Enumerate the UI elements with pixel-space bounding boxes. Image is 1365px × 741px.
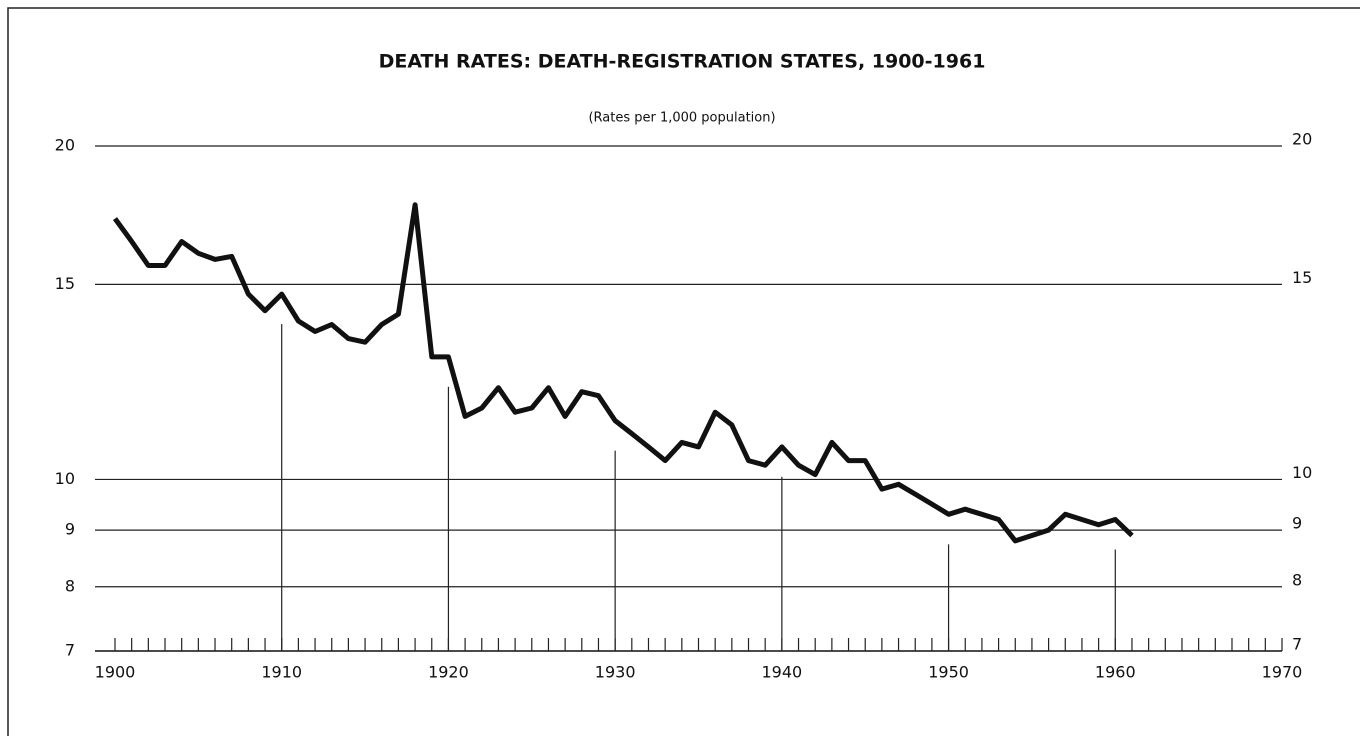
x-tick-label: 1960 [1095, 663, 1136, 682]
y-tick-label-right: 15 [1292, 268, 1312, 287]
y-tick-label-right: 20 [1292, 130, 1312, 149]
y-tick-label: 8 [65, 576, 75, 595]
x-tick-label: 1940 [761, 663, 802, 682]
y-tick-label: 20 [55, 136, 75, 155]
x-tick-label: 1950 [928, 663, 969, 682]
x-tick-label: 1900 [95, 663, 136, 682]
chart-title: DEATH RATES: DEATH-REGISTRATION STATES, … [379, 51, 986, 73]
data-line [112, 202, 1134, 544]
x-tick-label: 1910 [261, 663, 302, 682]
x-tick-label: 1970 [1262, 663, 1303, 682]
y-tick-label: 9 [65, 520, 75, 539]
frame [7, 7, 1360, 736]
chart-subtitle: (Rates per 1,000 population) [588, 111, 775, 126]
x-tick-label: 1920 [428, 663, 469, 682]
y-tick-label-right: 9 [1292, 514, 1302, 533]
y-tick-label-right: 8 [1292, 570, 1302, 589]
y-tick-label: 10 [55, 469, 75, 488]
y-tick-label-right: 10 [1292, 463, 1312, 482]
x-tick-label: 1930 [595, 663, 636, 682]
y-tick-label-right: 7 [1292, 635, 1302, 654]
y-tick-label: 15 [55, 274, 75, 293]
y-tick-label: 7 [65, 641, 75, 660]
